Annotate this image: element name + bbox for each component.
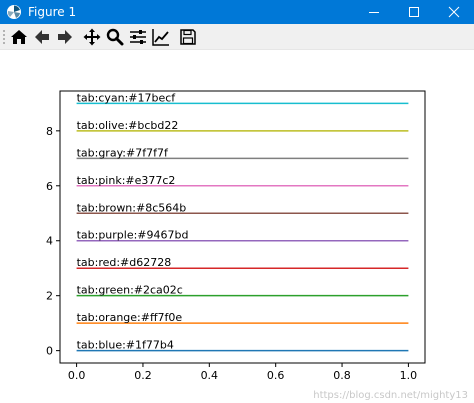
- back-arrow-icon: [35, 30, 49, 44]
- y-tick-label-4: 8: [46, 125, 53, 138]
- pan-icon: [83, 28, 101, 46]
- save-icon: [180, 29, 196, 45]
- x-tick-label-1: 0.2: [134, 369, 152, 382]
- series-label-2: tab:green:#2ca02c: [77, 284, 183, 297]
- window-title: Figure 1: [28, 5, 77, 19]
- customize-button[interactable]: [150, 26, 172, 48]
- zoom-button[interactable]: [104, 26, 126, 48]
- home-icon: [11, 30, 27, 44]
- x-tick-label-3: 0.6: [267, 369, 285, 382]
- figure-canvas[interactable]: tab:blue:#1f77b4 tab:orange:#ff7f0e tab:gr…: [0, 50, 474, 403]
- y-tick-label-3: 6: [46, 180, 53, 193]
- home-button[interactable]: [8, 26, 30, 48]
- y-tick-label-1: 2: [46, 290, 53, 303]
- save-button[interactable]: [177, 26, 199, 48]
- minimize-icon: [369, 12, 379, 13]
- forward-arrow-icon: [58, 30, 72, 44]
- x-tick-label-5: 1.0: [400, 369, 418, 382]
- maximize-icon: [409, 7, 419, 17]
- back-button[interactable]: [31, 26, 53, 48]
- close-icon: [448, 6, 460, 18]
- series-label-6: tab:pink:#e377c2: [77, 174, 176, 187]
- matplotlib-logo-icon: [7, 5, 21, 19]
- series-label-5: tab:brown:#8c564b: [77, 201, 187, 214]
- pan-button[interactable]: [81, 26, 103, 48]
- y-tick-label-2: 4: [46, 235, 53, 248]
- x-tick-label-4: 0.8: [333, 369, 351, 382]
- title-bar: Figure 1: [0, 0, 474, 24]
- series-label-8: tab:olive:#bcbd22: [77, 119, 179, 132]
- close-button[interactable]: [434, 0, 474, 24]
- y-tick-label-0: 0: [46, 345, 53, 358]
- series-label-1: tab:orange:#ff7f0e: [77, 311, 183, 324]
- navigation-toolbar: [0, 24, 474, 50]
- x-tick-label-2: 0.4: [201, 369, 219, 382]
- toolbar-grip-icon: [3, 30, 5, 44]
- subplots-button[interactable]: [127, 26, 149, 48]
- line-chart: tab:blue:#1f77b4 tab:orange:#ff7f0e tab:gr…: [46, 90, 426, 382]
- zoom-icon: [106, 28, 124, 46]
- sliders-icon: [130, 30, 146, 44]
- series-label-4: tab:purple:#9467bd: [77, 229, 189, 242]
- maximize-button[interactable]: [394, 0, 434, 24]
- minimize-button[interactable]: [354, 0, 394, 24]
- series-label-9: tab:cyan:#17becf: [77, 91, 177, 104]
- line-chart-icon: [152, 29, 169, 46]
- series-label-7: tab:gray:#7f7f7f: [77, 146, 169, 159]
- series-label-3: tab:red:#d62728: [77, 256, 172, 269]
- series-label-0: tab:blue:#1f77b4: [77, 339, 174, 352]
- x-tick-label-0: 0.0: [68, 369, 86, 382]
- watermark: https://blog.csdn.net/mighty13: [313, 390, 468, 401]
- axes-frame: [59, 90, 426, 364]
- forward-button[interactable]: [54, 26, 76, 48]
